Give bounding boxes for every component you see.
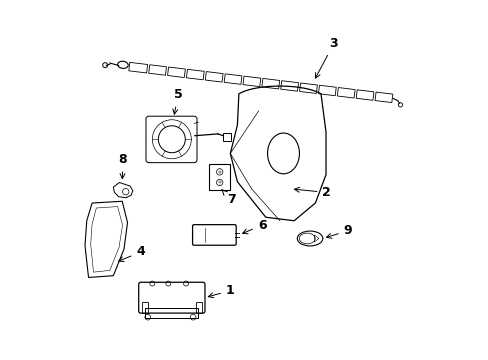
Text: 7: 7 [222,190,235,206]
Text: 3: 3 [315,37,338,78]
Text: 8: 8 [119,153,127,179]
Text: 4: 4 [119,246,145,261]
Text: 9: 9 [326,224,352,238]
Text: 2: 2 [294,186,330,199]
Text: 1: 1 [208,284,234,298]
Text: 6: 6 [242,219,266,234]
Text: 5: 5 [172,89,182,114]
